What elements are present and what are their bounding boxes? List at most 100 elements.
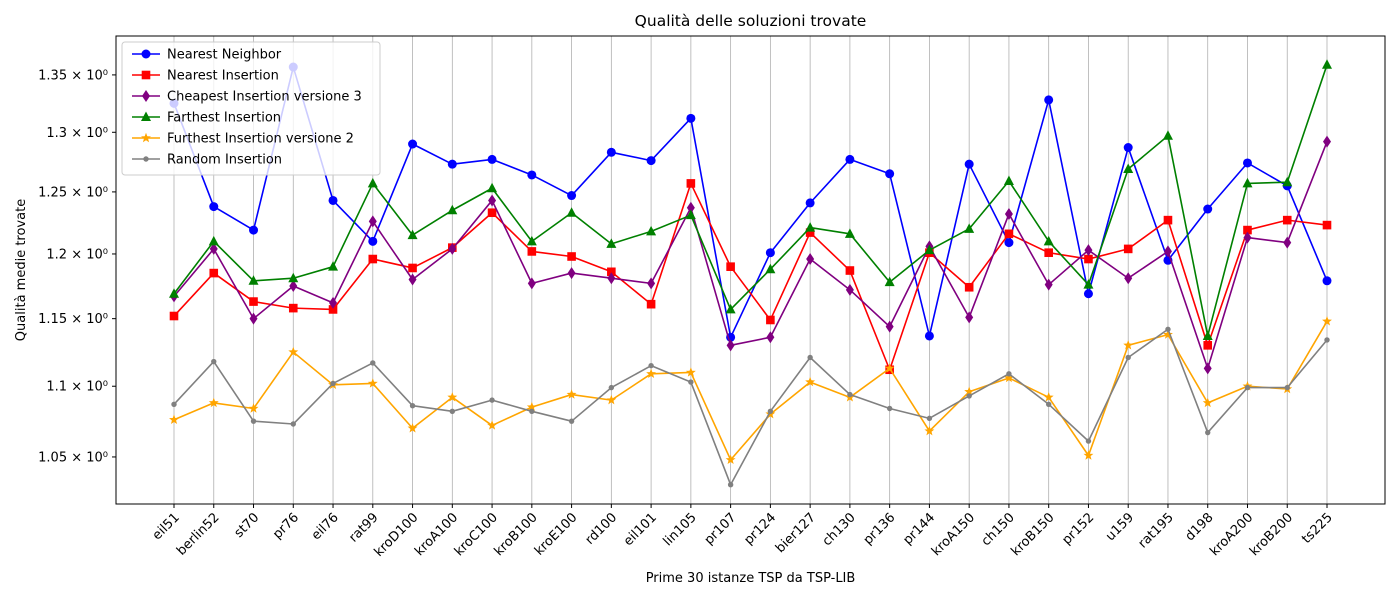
data-point: [885, 320, 894, 333]
data-point: [1123, 244, 1133, 254]
data-point: [1162, 130, 1173, 140]
data-point: [964, 282, 974, 292]
data-point: [1163, 329, 1173, 339]
data-point: [924, 425, 935, 436]
data-point: [368, 254, 378, 264]
data-point: [566, 389, 577, 399]
data-point: [725, 303, 736, 314]
data-point: [685, 209, 696, 220]
data-point: [1004, 207, 1013, 220]
legend-item: Nearest Neighbor: [132, 48, 282, 63]
data-point: [766, 331, 775, 344]
data-point: [368, 236, 378, 246]
data-point: [766, 315, 775, 325]
data-point: [1243, 231, 1252, 244]
data-point: [250, 418, 257, 424]
data-point: [407, 423, 418, 433]
data-point: [725, 454, 736, 465]
legend-item: Farthest Insertion: [132, 111, 281, 126]
legend-label: Random Insertion: [167, 153, 282, 168]
series-4: [169, 59, 1332, 340]
y-tick-label: 1.35 × 10⁰: [38, 68, 108, 83]
data-point: [209, 202, 219, 212]
chart-title: Qualità delle soluzioni trovate: [635, 12, 867, 30]
legend-label: Nearest Insertion: [167, 69, 279, 84]
data-point: [288, 272, 299, 283]
data-point: [1123, 340, 1134, 350]
data-point: [1324, 337, 1330, 343]
series-6: [171, 326, 1330, 488]
y-tick-label: 1.25 × 10⁰: [38, 185, 108, 200]
data-point: [408, 139, 418, 149]
data-point: [965, 311, 974, 324]
data-point: [686, 201, 695, 214]
data-point: [249, 297, 258, 306]
data-point: [141, 132, 151, 143]
data-point: [727, 482, 734, 488]
data-point: [924, 331, 934, 341]
data-point: [1243, 225, 1252, 235]
data-point: [966, 393, 972, 399]
data-point: [568, 418, 575, 424]
data-point: [367, 378, 378, 388]
data-point: [566, 207, 577, 217]
data-point: [805, 222, 816, 232]
series-line: [173, 320, 1328, 461]
data-point: [767, 408, 774, 415]
legend-label: Cheapest Insertion versione 3: [167, 90, 362, 105]
data-point: [330, 380, 336, 387]
data-point: [805, 376, 816, 387]
data-point: [1003, 372, 1014, 383]
data-point: [646, 299, 656, 309]
data-point: [208, 235, 219, 246]
data-point: [1003, 175, 1014, 185]
data-point: [1084, 244, 1093, 257]
data-point: [1282, 176, 1293, 187]
data-point: [290, 421, 296, 427]
data-point: [607, 272, 616, 285]
data-point: [1123, 143, 1133, 153]
data-point: [487, 420, 498, 430]
data-point: [606, 147, 616, 157]
data-point: [171, 401, 177, 408]
legend-label: Nearest Neighbor: [167, 48, 282, 63]
data-point: [646, 225, 657, 236]
data-point: [1323, 135, 1331, 148]
data-point: [169, 414, 179, 424]
data-point: [884, 363, 895, 373]
data-point: [211, 358, 217, 365]
x-axis-title: Prime 30 istanze TSP da TSP-LIB: [646, 571, 856, 586]
data-point: [288, 303, 298, 313]
data-point: [368, 215, 377, 228]
data-point: [845, 266, 855, 275]
series-line: [173, 64, 1328, 337]
data-point: [1163, 215, 1173, 225]
data-point: [806, 253, 815, 266]
data-point: [249, 225, 259, 235]
data-point: [805, 228, 815, 237]
data-point: [289, 279, 298, 292]
data-point: [1203, 341, 1213, 350]
data-point: [328, 305, 338, 314]
data-point: [1282, 215, 1292, 225]
data-point: [328, 261, 339, 271]
data-point: [847, 391, 853, 398]
data-point: [448, 242, 457, 255]
series-group: [169, 59, 1332, 488]
data-point: [209, 268, 219, 278]
data-point: [407, 229, 418, 240]
legend-label: Furthest Insertion versione 2: [167, 132, 354, 147]
data-point: [447, 204, 458, 215]
data-point: [1044, 95, 1054, 105]
data-point: [1322, 220, 1332, 230]
data-point: [567, 191, 577, 201]
data-point: [527, 277, 536, 290]
data-point: [606, 238, 617, 248]
data-point: [1043, 235, 1054, 246]
data-point: [964, 386, 975, 396]
data-point: [248, 275, 259, 285]
data-point: [288, 346, 299, 357]
data-point: [367, 177, 378, 188]
data-point: [726, 339, 735, 352]
data-point: [370, 360, 376, 366]
